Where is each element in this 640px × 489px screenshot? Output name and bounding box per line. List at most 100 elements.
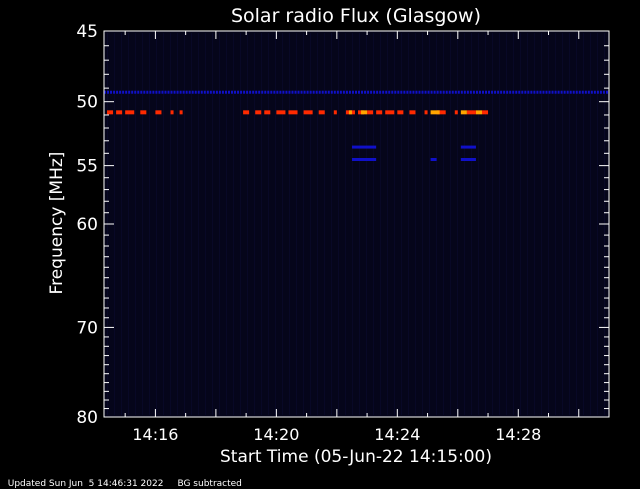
band-dash-low	[167, 90, 170, 94]
band-dash-low	[231, 90, 234, 94]
noise-streak	[485, 33, 486, 415]
band-dash-low	[436, 90, 439, 94]
band-dash-low	[200, 90, 203, 94]
band-segment-mid	[466, 110, 476, 115]
band-segment-mid	[409, 110, 416, 115]
noise-streak	[163, 33, 164, 415]
band-dash-low	[509, 90, 512, 94]
band-dash-low	[309, 90, 312, 94]
band-dash-low	[330, 90, 333, 94]
band-dash-low	[421, 90, 424, 94]
band-dash-low	[494, 90, 497, 94]
noise-streak	[527, 33, 528, 415]
band-dash-low	[113, 90, 116, 94]
band-dash-low	[409, 90, 412, 94]
band-segment-mid	[376, 110, 383, 115]
noise-streak	[499, 33, 500, 415]
noise-streak	[352, 33, 353, 415]
band-dash-low	[312, 90, 315, 94]
noise-streak	[436, 33, 437, 415]
band-segment-mid	[288, 110, 298, 115]
band-dash-low	[261, 90, 264, 94]
band-segment-mid	[333, 110, 337, 115]
band-dash-low	[361, 90, 364, 94]
noise-streak	[408, 33, 409, 415]
band-dash-low	[125, 90, 128, 94]
noise-streak	[170, 33, 171, 415]
band-dash-low	[491, 90, 494, 94]
band-dash-low	[149, 90, 152, 94]
band-dash-low	[391, 90, 394, 94]
band-dash-low	[246, 90, 249, 94]
noise-streak	[513, 33, 514, 415]
noise-streak	[135, 33, 136, 415]
band-dash-low	[185, 90, 188, 94]
band-dash-low	[279, 90, 282, 94]
band-dash-low	[485, 90, 488, 94]
noise-streak	[429, 33, 430, 415]
band-segment-low	[351, 145, 377, 149]
band-dash-low	[379, 90, 382, 94]
band-dash-low	[294, 90, 297, 94]
band-dash-low	[176, 90, 179, 94]
noise-streak	[212, 33, 213, 415]
band-dash-low	[327, 90, 330, 94]
band-dash-low	[551, 90, 554, 94]
band-dash-low	[270, 90, 273, 94]
band-dash-low	[348, 90, 351, 94]
band-dash-low	[285, 90, 288, 94]
band-dash-low	[146, 90, 149, 94]
band-segment-mid	[125, 110, 135, 115]
band-dash-low	[418, 90, 421, 94]
x-tick-label: 14:24	[374, 425, 420, 444]
noise-streak	[401, 33, 402, 415]
y-axis-label: Frequency [MHz]	[47, 152, 67, 295]
band-dash-low	[448, 90, 451, 94]
band-segment-mid	[318, 110, 325, 115]
noise-streak	[464, 33, 465, 415]
band-dash-low	[197, 90, 200, 94]
band-dash-low	[155, 90, 158, 94]
band-dash-low	[336, 90, 339, 94]
band-dash-low	[433, 90, 436, 94]
band-dash-low	[243, 90, 246, 94]
band-dash-low	[478, 90, 481, 94]
band-dash-low	[563, 90, 566, 94]
noise-streak	[324, 33, 325, 415]
band-dash-low	[575, 90, 578, 94]
band-segment-mid	[170, 110, 174, 115]
band-dash-low	[342, 90, 345, 94]
band-dash-low	[515, 90, 518, 94]
band-dash-low	[388, 90, 391, 94]
noise-streak	[457, 33, 458, 415]
band-dash-low	[427, 90, 430, 94]
noise-streak	[128, 33, 129, 415]
axes: 14:16 14:20 14:24 14:28 45 50 55 60 70 80	[76, 22, 610, 444]
y-tick-label: 55	[76, 157, 98, 177]
band-dash-low	[548, 90, 551, 94]
band-dash-low	[466, 90, 469, 94]
x-tick-label: 14:28	[495, 425, 541, 444]
band-dash-low	[351, 90, 354, 94]
band-dash-low	[602, 90, 605, 94]
band-segment-mid	[255, 110, 262, 115]
band-dash-low	[578, 90, 581, 94]
chart-title: Solar radio Flux (Glasgow)	[231, 5, 481, 27]
band-dash-low	[415, 90, 418, 94]
band-dash-low	[234, 90, 237, 94]
noise-streak	[394, 33, 395, 415]
band-dash-low	[324, 90, 327, 94]
noise-streak	[534, 33, 535, 415]
band-dash-low	[354, 90, 357, 94]
noise-streak	[282, 33, 283, 415]
band-segment-mid	[140, 110, 147, 115]
band-dash-low	[394, 90, 397, 94]
band-segment-high	[475, 110, 482, 115]
band-dash-low	[569, 90, 572, 94]
band-dash-low	[255, 90, 258, 94]
noise-streak	[198, 33, 199, 415]
band-segment-high	[430, 110, 440, 115]
band-segment-mid	[276, 110, 286, 115]
footer: Updated Sun Jun 5 14:46:31 2022 BG subtra…	[2, 469, 256, 489]
